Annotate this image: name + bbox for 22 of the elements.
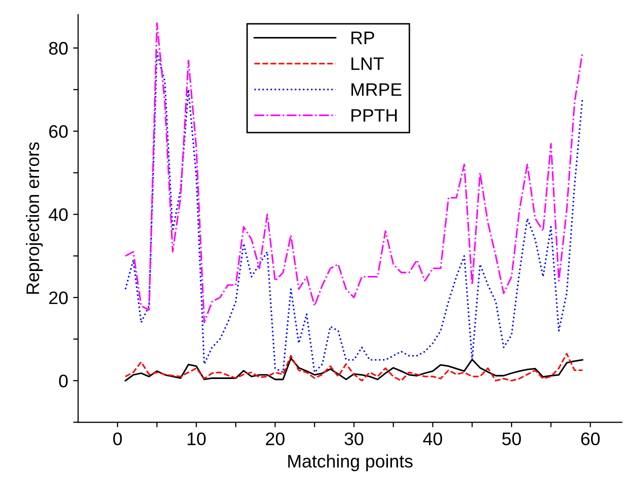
y-tick-label: 60 (49, 125, 68, 138)
y-tick-label: 20 (49, 291, 68, 304)
x-tick-label: 0 (113, 432, 122, 446)
x-tick-label: 40 (423, 432, 442, 446)
x-axis-title: Matching points (288, 454, 413, 472)
legend-label: MRPE (351, 83, 402, 96)
y-tick-label: 0 (59, 374, 68, 388)
x-tick-label: 10 (188, 432, 206, 446)
y-axis-title: Reprojection errors (26, 142, 43, 294)
line-series (124, 352, 584, 382)
y-tick-label: 40 (48, 208, 68, 222)
legend-label: LNT (351, 58, 384, 70)
x-tick-label: 30 (344, 432, 364, 446)
legend-label: PPTH (351, 109, 397, 122)
x-tick-label: 60 (581, 432, 600, 446)
x-tick-label: 20 (266, 432, 284, 446)
line-series (124, 357, 584, 382)
legend-label: RP (351, 32, 374, 44)
y-tick-label: 80 (49, 42, 68, 55)
x-tick-label: 50 (502, 432, 521, 446)
line-series (124, 51, 584, 374)
line-series (124, 22, 584, 324)
